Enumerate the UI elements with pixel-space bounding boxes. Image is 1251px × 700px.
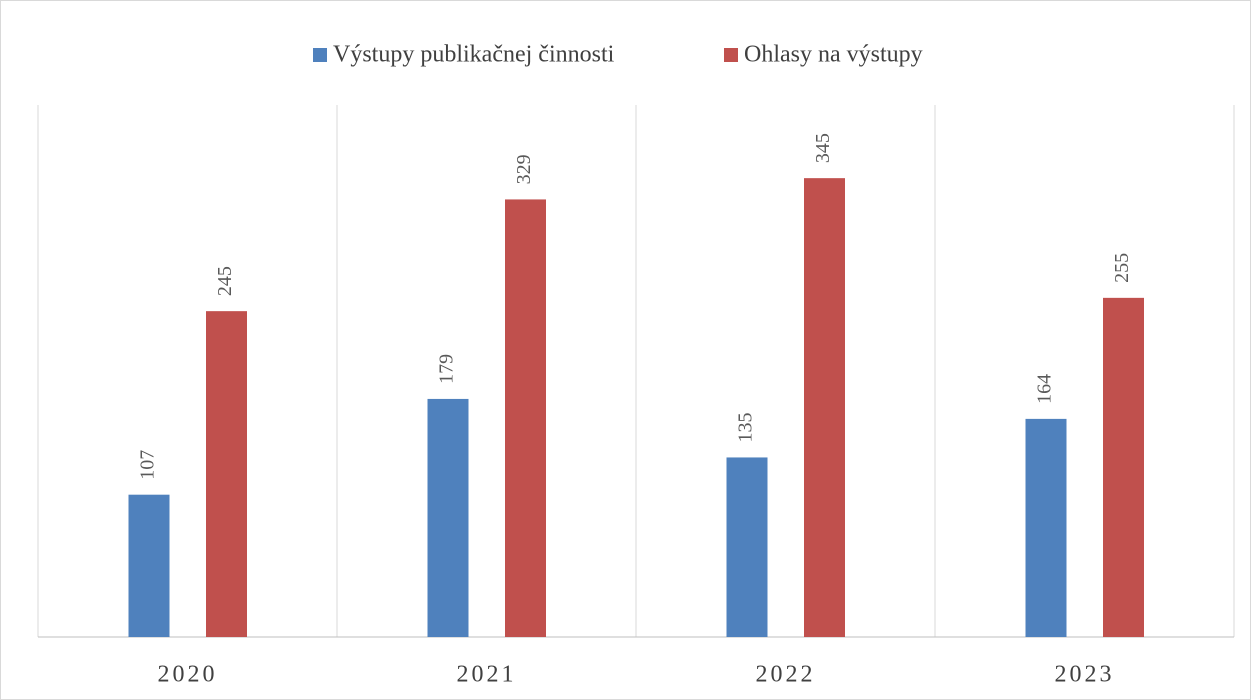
x-tick-label: 2020 xyxy=(158,662,218,688)
legend-swatch xyxy=(724,48,738,62)
data-label: 164 xyxy=(1034,374,1056,404)
x-tick-label: 2021 xyxy=(457,662,517,688)
legend-label: Ohlasy na výstupy xyxy=(744,42,923,68)
legend-label: Výstupy publikačnej činnosti xyxy=(333,42,615,68)
data-label: 135 xyxy=(735,412,757,442)
data-label: 255 xyxy=(1111,253,1133,283)
bar xyxy=(726,457,768,637)
bar xyxy=(427,398,469,637)
bar xyxy=(128,494,170,637)
bar xyxy=(1025,418,1067,637)
bar xyxy=(1103,297,1144,637)
legend-swatch xyxy=(313,48,327,62)
x-tick-label: 2022 xyxy=(756,662,816,688)
data-label: 179 xyxy=(436,354,458,384)
data-label: 345 xyxy=(812,133,834,163)
bar xyxy=(206,311,247,637)
data-label: 107 xyxy=(137,450,159,480)
bar xyxy=(505,199,546,637)
bar xyxy=(804,178,845,637)
data-label: 329 xyxy=(513,154,535,184)
data-label: 245 xyxy=(214,266,236,296)
x-tick-label: 2023 xyxy=(1055,662,1115,688)
